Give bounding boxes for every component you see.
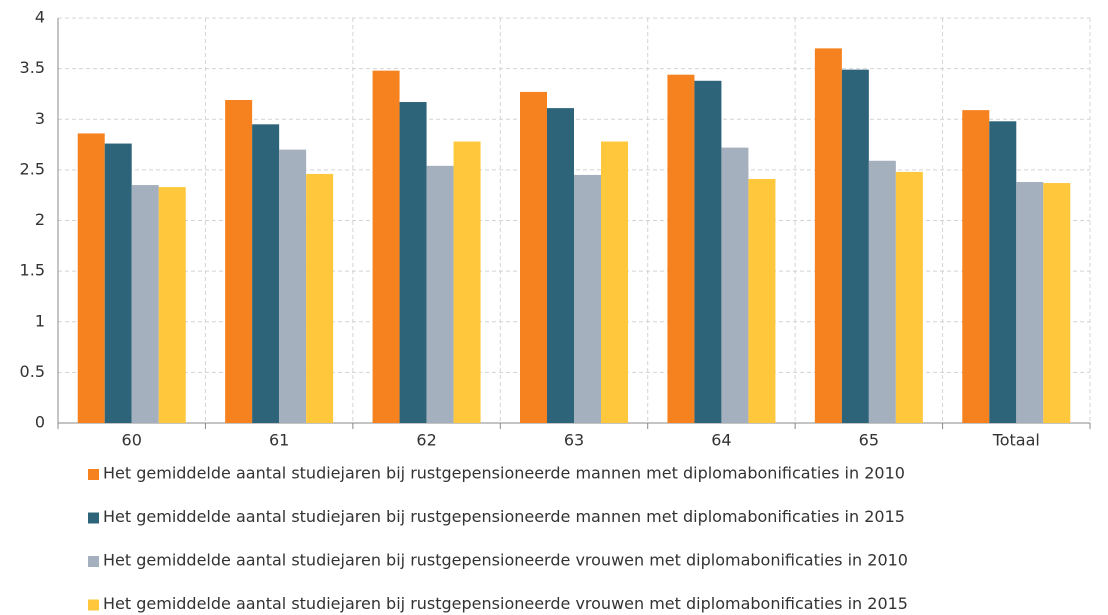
bar xyxy=(601,141,628,423)
x-tick-label: 65 xyxy=(859,431,879,450)
bar xyxy=(574,174,601,423)
bar xyxy=(989,121,1017,424)
bar xyxy=(279,149,307,423)
bar xyxy=(667,74,695,423)
bar xyxy=(721,147,749,423)
x-tick-label: 63 xyxy=(564,431,584,450)
bar xyxy=(225,100,253,423)
y-tick-label: 1 xyxy=(35,311,45,330)
x-tick-label: 61 xyxy=(269,431,289,450)
x-tick-label: Totaal xyxy=(992,431,1040,450)
y-tick-label: 4 xyxy=(35,8,45,27)
y-tick-label: 2.5 xyxy=(20,159,45,178)
bar xyxy=(694,80,722,424)
bar xyxy=(520,91,547,423)
bar xyxy=(252,124,280,423)
x-tick-label: 62 xyxy=(416,431,436,450)
bar xyxy=(158,187,186,423)
legend-label: Het gemiddelde aantal studiejaren bij ru… xyxy=(103,464,905,483)
bar xyxy=(131,185,159,423)
bar xyxy=(841,69,869,423)
x-tick-label: 60 xyxy=(122,431,142,450)
x-tick-label: 64 xyxy=(711,431,731,450)
bar xyxy=(399,102,427,423)
y-tick-label: 1.5 xyxy=(20,261,45,280)
legend-label: Het gemiddelde aantal studiejaren bij ru… xyxy=(103,594,908,613)
bar xyxy=(426,165,454,423)
bar xyxy=(1043,183,1071,423)
legend-label: Het gemiddelde aantal studiejaren bij ru… xyxy=(103,507,905,526)
y-tick-label: 3 xyxy=(35,109,45,128)
bar xyxy=(868,160,896,423)
legend-swatch xyxy=(88,556,99,567)
bar xyxy=(547,108,574,424)
bar xyxy=(104,143,132,424)
y-tick-label: 0 xyxy=(35,413,45,432)
bar xyxy=(895,171,923,423)
bar xyxy=(814,48,842,423)
bar xyxy=(1016,182,1044,423)
legend-swatch xyxy=(88,469,99,480)
y-tick-label: 3.5 xyxy=(20,58,45,77)
bar xyxy=(306,173,334,423)
bar xyxy=(748,178,776,423)
y-tick-label: 2 xyxy=(35,210,45,229)
legend-label: Het gemiddelde aantal studiejaren bij ru… xyxy=(103,551,908,570)
bar xyxy=(77,133,105,424)
bar xyxy=(372,70,400,424)
legend-swatch xyxy=(88,512,99,524)
bar xyxy=(453,141,481,423)
bar xyxy=(962,110,990,423)
legend-swatch xyxy=(88,599,99,611)
y-tick-label: 0.5 xyxy=(20,362,45,381)
